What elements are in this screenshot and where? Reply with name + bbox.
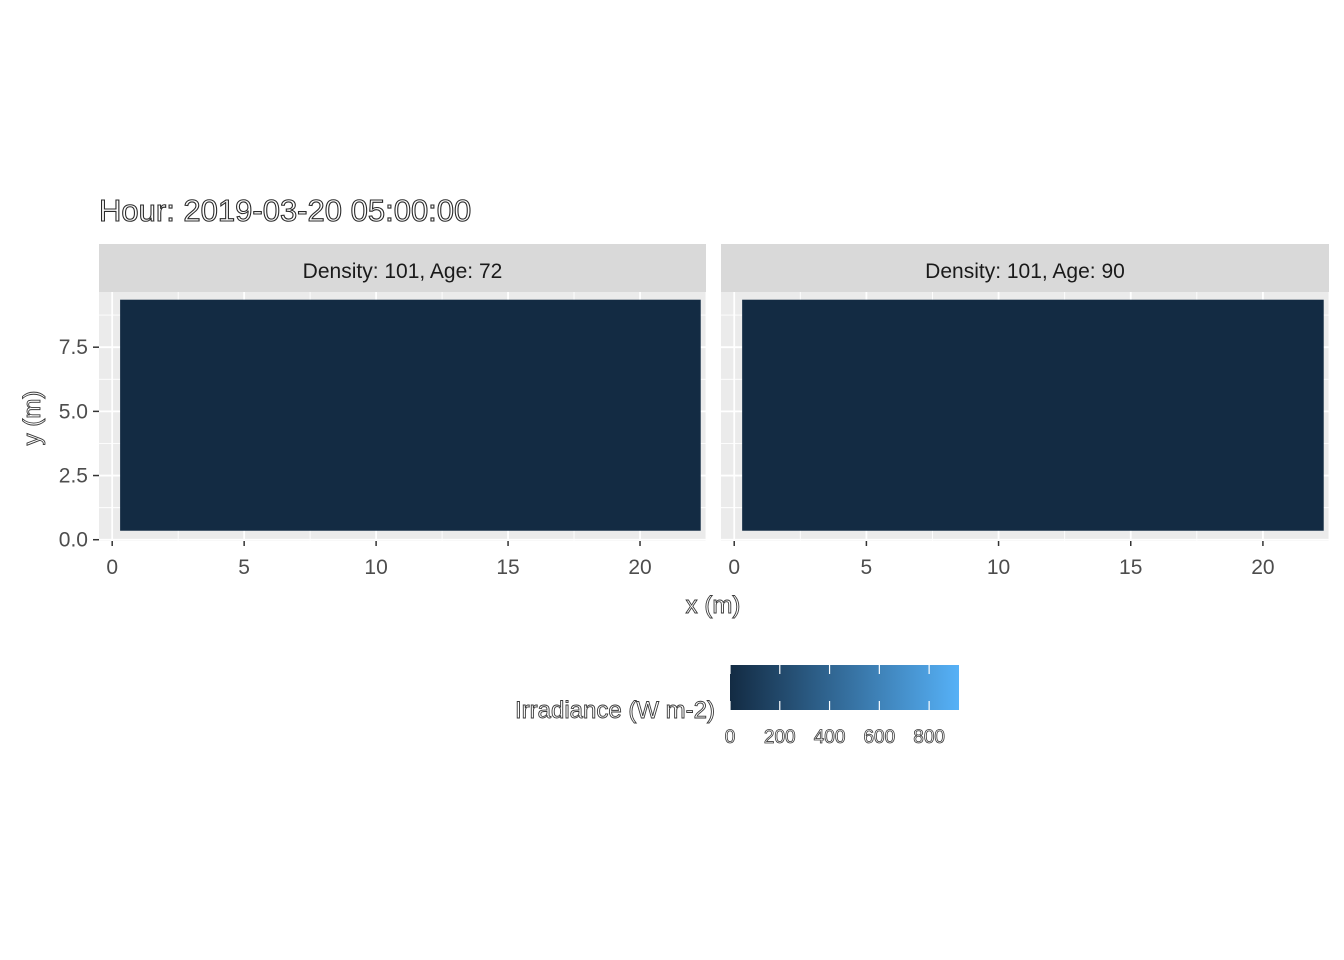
legend-ticks: 0 200 400 600 800: [724, 665, 945, 748]
legend-tick-label: 0: [725, 727, 736, 748]
y-tick-label: 5.0: [59, 400, 88, 423]
x-tick-label: 10: [364, 556, 387, 579]
x-tick-label: 5: [238, 556, 250, 579]
x-tick-label: 15: [496, 556, 519, 579]
y-axis-title: y (m): [19, 391, 46, 446]
x-tick-label: 0: [728, 556, 740, 579]
legend-tick-label: 600: [863, 727, 895, 748]
x-tick-label: 5: [861, 556, 873, 579]
facet-strip: [721, 244, 1329, 292]
x-tick-label: 20: [628, 556, 651, 579]
legend-tick-label: 400: [814, 727, 846, 748]
facet-strip-label: Density: 101, Age: 72: [303, 260, 503, 283]
y-tick-label: 0.0: [59, 529, 88, 552]
legend-colorbar: [730, 665, 959, 710]
x-tick-label: 15: [1119, 556, 1142, 579]
legend-title: Irradiance (W m-2): [515, 697, 715, 724]
heatmap-tile: [742, 299, 1324, 531]
y-tick-label: 7.5: [59, 336, 88, 359]
facet-panel-2: Density: 101, Age: 90 0 5 10 15 20: [721, 244, 1330, 579]
x-axis-title: x (m): [686, 592, 741, 619]
facet-strip-label: Density: 101, Age: 90: [925, 260, 1125, 283]
legend-tick-label: 800: [913, 727, 945, 748]
x-tick-label: 10: [987, 556, 1010, 579]
color-legend: Irradiance (W m-2) 0 200 400 600 800: [515, 665, 959, 748]
legend-tick-label: 200: [764, 727, 796, 748]
facet-panel-1: Density: 101, Age: 72 0 5 10 15 20: [99, 244, 707, 579]
chart-title: Hour: 2019-03-20 05:00:00: [99, 193, 471, 228]
y-tick-label: 2.5: [59, 465, 88, 488]
x-tick-label: 20: [1251, 556, 1274, 579]
x-tick-label: 0: [106, 556, 118, 579]
facet-strip: [99, 244, 706, 292]
y-axis: 0.0 2.5 5.0 7.5: [59, 336, 99, 552]
heatmap-tile: [120, 299, 701, 531]
